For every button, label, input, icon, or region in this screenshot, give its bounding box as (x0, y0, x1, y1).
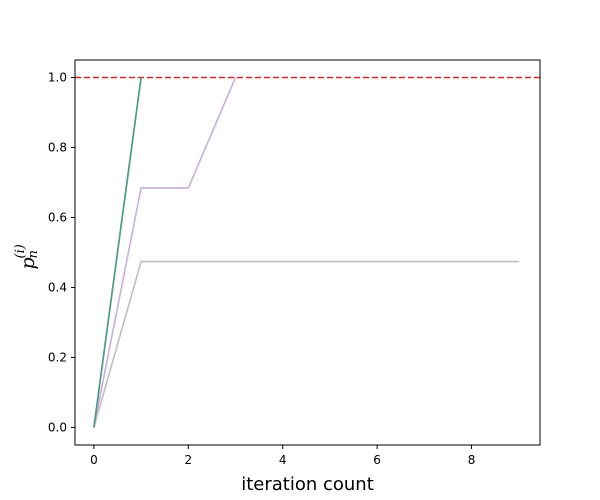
y-tick-label: 1.0 (48, 71, 67, 85)
x-tick-label: 2 (184, 453, 192, 467)
y-axis-label-subscript: n (26, 250, 41, 258)
y-tick-label: 0.0 (48, 421, 67, 435)
x-tick-label: 8 (468, 453, 476, 467)
y-tick-label: 0.6 (48, 211, 67, 225)
y-tick-label: 0.2 (48, 351, 67, 365)
y-tick-label: 0.4 (48, 281, 67, 295)
x-tick-label: 0 (90, 453, 98, 467)
series-line-4 (93, 77, 142, 428)
y-axis-label-superscript: (i) (13, 244, 28, 258)
plot-frame (74, 59, 541, 446)
y-axis-label-base: p (17, 257, 39, 269)
series-line-2 (93, 77, 237, 428)
series-line-1 (93, 260, 519, 428)
x-tick-label: 6 (373, 453, 381, 467)
x-tick-label: 4 (279, 453, 287, 467)
x-axis-label: iteration count (241, 474, 374, 495)
y-tick-label: 0.8 (48, 141, 67, 155)
y-axis-label: p n (i) (13, 244, 41, 269)
